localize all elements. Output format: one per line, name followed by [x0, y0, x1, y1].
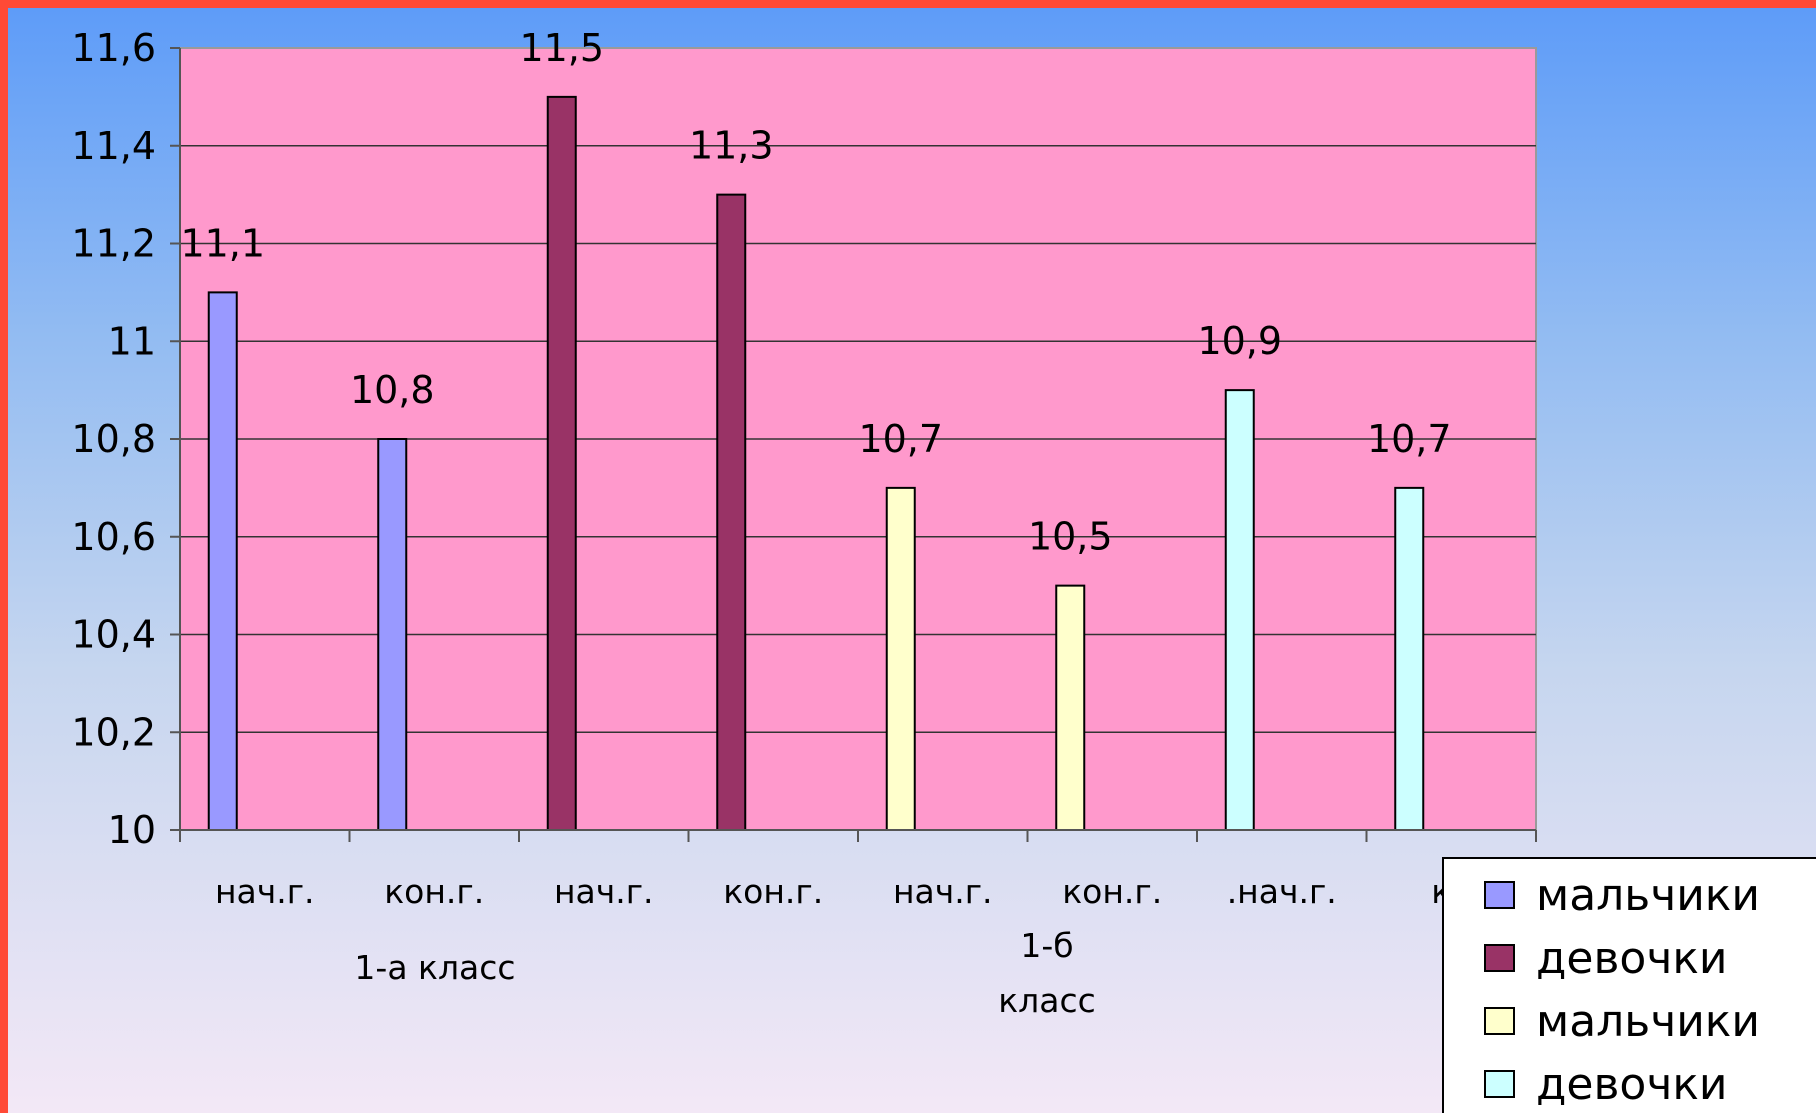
- category-label: нач.г.: [893, 872, 993, 911]
- bar: [1224, 389, 1255, 831]
- y-tick-label: 10,4: [71, 613, 156, 657]
- y-tick-label: 11,4: [71, 124, 156, 168]
- legend-label: девочки: [1536, 933, 1728, 984]
- bars: [207, 95, 1425, 831]
- group-label-line2: класс: [998, 981, 1096, 1020]
- data-label: 11,1: [180, 221, 265, 265]
- category-label: кон.г.: [384, 872, 484, 911]
- data-label: 10,9: [1197, 319, 1282, 363]
- group-label: 1-б: [1020, 926, 1073, 965]
- y-tick-label: 11,6: [71, 26, 156, 70]
- bar: [716, 193, 747, 831]
- category-label: нач.г.: [215, 872, 315, 911]
- y-tick-label: 11,2: [71, 222, 156, 266]
- data-label: 10,8: [350, 368, 435, 412]
- y-tick-label: 10,6: [71, 515, 156, 559]
- x-axis: нач.г. кон.г. нач.г. кон.г. нач.г. кон.г. .нач…: [179, 829, 1537, 1020]
- legend-swatch: [1484, 881, 1515, 909]
- bar: [546, 95, 577, 831]
- bar: [207, 291, 238, 831]
- legend-label: девочки: [1536, 1059, 1728, 1110]
- data-label: 10,7: [858, 417, 943, 461]
- legend: мальчики девочки мальчики девочки: [1442, 857, 1816, 1113]
- legend-swatch: [1484, 1007, 1515, 1035]
- data-labels: 11,1 10,8 11,5 11,3 10,7 10,5 10,9 10,7: [180, 26, 1451, 559]
- category-label: .нач.г.: [1227, 872, 1337, 911]
- bar: [377, 438, 408, 831]
- data-label: 10,7: [1367, 417, 1452, 461]
- data-label: 11,5: [519, 26, 604, 70]
- bar: [1055, 584, 1086, 831]
- bar: [885, 486, 916, 831]
- category-label: кон.г.: [723, 872, 823, 911]
- legend-swatch: [1484, 944, 1515, 972]
- y-tick-label: 11: [108, 319, 156, 363]
- category-label: кон.г.: [1062, 872, 1162, 911]
- y-tick-label: 10,8: [71, 417, 156, 461]
- legend-label: мальчики: [1536, 870, 1760, 921]
- group-label: 1-а класс: [354, 948, 515, 987]
- y-tick-label: 10: [108, 808, 156, 852]
- legend-swatch: [1484, 1070, 1515, 1098]
- data-label: 11,3: [689, 124, 774, 168]
- data-label: 10,5: [1028, 515, 1113, 559]
- y-axis: 10 10,2 10,4 10,6 10,8 11 11,2 11,4 11,6: [71, 26, 181, 852]
- legend-label: мальчики: [1536, 996, 1760, 1047]
- y-tick-label: 10,2: [71, 710, 156, 754]
- bar: [1394, 486, 1425, 831]
- category-label: нач.г.: [554, 872, 654, 911]
